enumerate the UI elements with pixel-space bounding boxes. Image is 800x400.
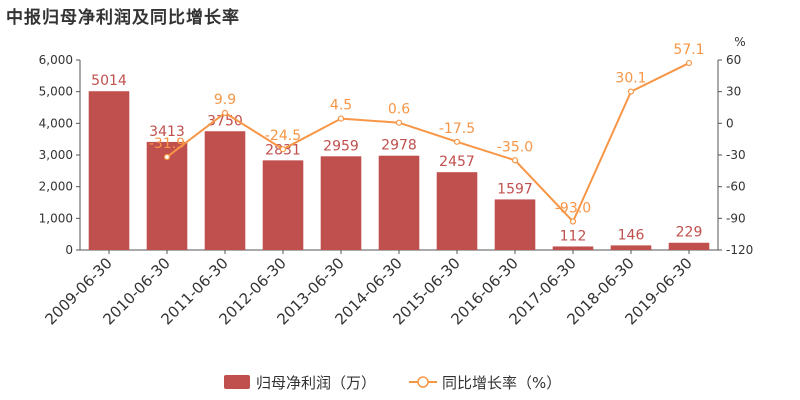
bar-value-label: 3413	[149, 124, 185, 140]
legend-line-label: 同比增长率（%）	[442, 374, 561, 392]
line-point	[569, 218, 577, 225]
legend-bar-label: 归母净利润（万）	[256, 374, 376, 392]
legend-bar-swatch	[224, 375, 250, 389]
y-right-tick-label: 0	[726, 116, 734, 130]
bar-value-label: 112	[560, 228, 587, 244]
y-left-tick-label: 5,000	[39, 85, 73, 99]
bar-value-label: 5014	[91, 73, 127, 89]
bar	[610, 245, 652, 250]
line-value-label: 30.1	[615, 71, 646, 87]
line-point	[163, 153, 171, 161]
bar	[204, 131, 246, 250]
bar	[88, 91, 130, 251]
bar	[378, 155, 420, 250]
bar-value-label: 2457	[439, 154, 475, 170]
y-left-tick-label: 2,000	[39, 180, 73, 194]
bar	[320, 156, 362, 250]
bar-value-label: 229	[676, 225, 703, 241]
y-left-tick-label: 3,000	[39, 148, 73, 162]
line-point	[511, 157, 519, 164]
y-right-tick-label: -120	[726, 243, 753, 257]
bar-value-label: 2959	[323, 138, 359, 154]
bar	[552, 246, 594, 250]
line-value-label: -93.0	[555, 201, 591, 217]
line-point	[627, 88, 635, 95]
bar-value-label: 1597	[497, 181, 533, 197]
y-left-tick-label: 0	[65, 243, 73, 257]
line-point	[453, 138, 461, 145]
growth-line	[166, 62, 690, 224]
y-right-tick-label: 60	[726, 53, 741, 67]
y-left-tick-label: 1,000	[39, 211, 73, 225]
bar	[668, 242, 710, 250]
line-value-label: 0.6	[388, 102, 410, 118]
line-point	[337, 115, 345, 122]
bar	[494, 199, 536, 250]
line-value-label: 57.1	[673, 42, 704, 58]
bar-value-label: 146	[618, 227, 645, 243]
line-value-label: -17.5	[439, 121, 475, 137]
y-left-tick-label: 6,000	[39, 53, 73, 67]
bar	[436, 172, 478, 250]
legend-line-marker	[417, 376, 429, 388]
chart-title: 中报归母净利润及同比增长率	[6, 8, 240, 28]
bar	[262, 160, 304, 250]
line-point	[279, 146, 287, 153]
line-value-label: -31.9	[149, 136, 185, 152]
y-right-tick-label: -30	[726, 148, 746, 162]
y-right-tick-label: 30	[726, 85, 741, 99]
line-value-label: -24.5	[265, 128, 301, 144]
y-right-tick-label: -60	[726, 180, 746, 194]
line-value-label: -35.0	[497, 139, 533, 155]
y-right-unit: %	[734, 35, 745, 49]
y-left-tick-label: 4,000	[39, 116, 73, 130]
line-point	[221, 109, 229, 116]
line-point	[395, 119, 403, 126]
line-value-label: 9.9	[214, 92, 236, 108]
bar-value-label: 2978	[381, 138, 417, 154]
line-point	[685, 59, 693, 67]
line-value-label: 4.5	[330, 98, 352, 114]
y-right-tick-label: -90	[726, 211, 746, 225]
bar-value-label: 3750	[207, 113, 243, 129]
